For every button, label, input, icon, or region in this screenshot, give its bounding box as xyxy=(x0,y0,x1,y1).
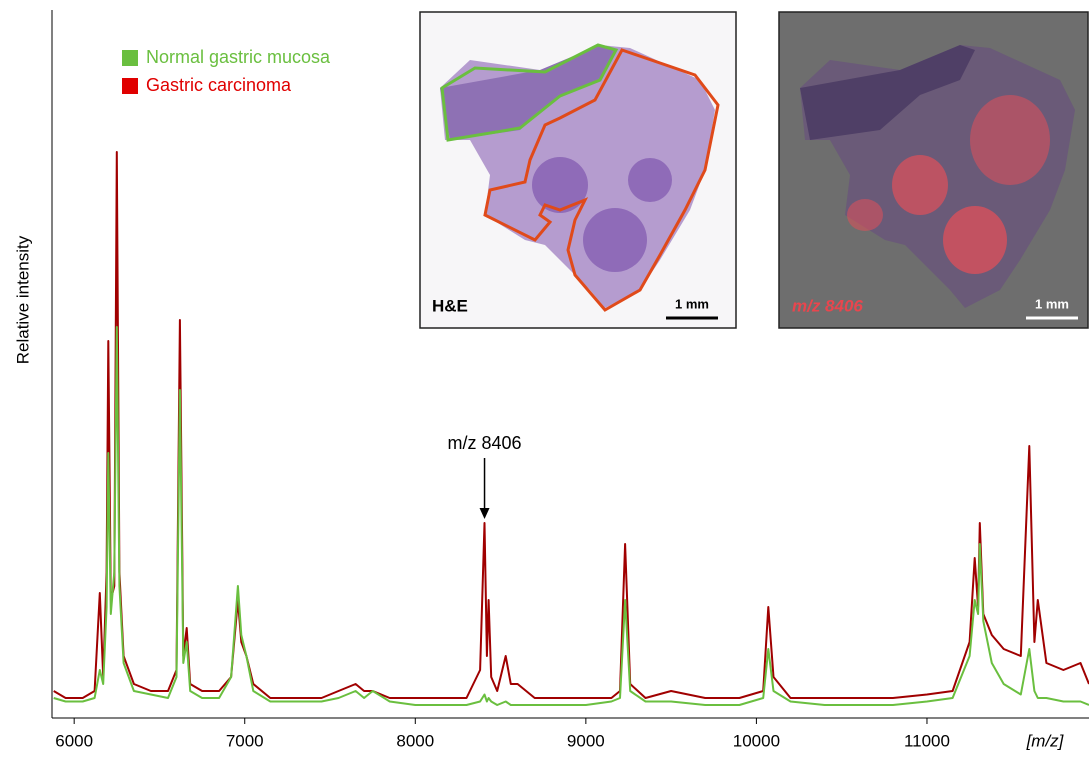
annotation-arrowhead xyxy=(480,508,490,519)
panel-label: H&E xyxy=(432,296,468,315)
legend-label: Normal gastric mucosa xyxy=(146,47,331,67)
signal xyxy=(847,199,883,231)
x-tick-label: 6000 xyxy=(55,731,93,750)
y-axis-label: Relative intensity xyxy=(13,235,32,364)
x-tick-label: 11000 xyxy=(904,731,950,750)
tissue-nodule xyxy=(532,157,588,213)
signal xyxy=(892,155,948,215)
x-tick-label: 9000 xyxy=(567,731,605,750)
panel-label: m/z 8406 xyxy=(792,296,863,315)
msi-panel: m/z 8406 1 mm xyxy=(779,12,1088,328)
legend-swatch xyxy=(122,78,138,94)
scale-bar-label: 1 mm xyxy=(1035,296,1069,311)
he-panel: H&E 1 mm xyxy=(420,12,736,328)
scale-bar-label: 1 mm xyxy=(675,296,709,311)
signal xyxy=(943,206,1007,274)
x-axis-label: [m/z] xyxy=(1026,731,1065,750)
x-tick-label: 8000 xyxy=(396,731,434,750)
x-tick-label: 7000 xyxy=(226,731,264,750)
x-tick-label: 10000 xyxy=(733,731,780,750)
annotation-label: m/z 8406 xyxy=(448,433,522,453)
spectrum-line xyxy=(54,327,1089,705)
signal xyxy=(970,95,1050,185)
legend-swatch xyxy=(122,50,138,66)
tissue-nodule xyxy=(628,158,672,202)
chart: H&E 1 mm m/z 8406 1 mm Relative intensit… xyxy=(0,0,1089,770)
tissue-nodule xyxy=(583,208,647,272)
legend-label: Gastric carcinoma xyxy=(146,75,292,95)
